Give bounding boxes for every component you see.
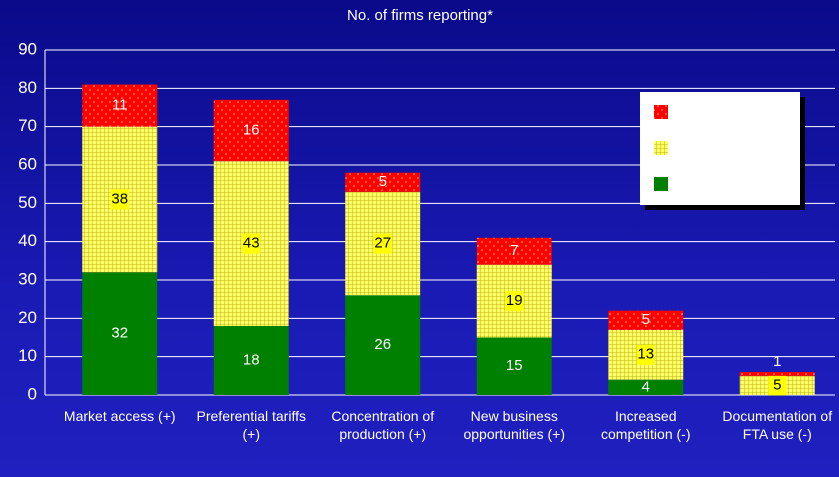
y-tick-label: 60 — [18, 154, 37, 173]
bar-segment — [476, 237, 552, 265]
bar-segment — [739, 372, 815, 376]
y-tick-label: 50 — [18, 193, 37, 212]
x-tick-label: Documentation of FTA use (-) — [722, 408, 833, 442]
data-label: 38 — [111, 190, 128, 207]
y-tick-label: 30 — [18, 269, 37, 288]
x-tick-label: Preferential tariffs (+) — [196, 408, 306, 442]
y-tick-label: 90 — [18, 39, 37, 58]
bar-segment — [345, 172, 421, 192]
x-tick-label: Market access (+) — [63, 408, 176, 424]
legend-label: Large — [672, 137, 721, 158]
y-tick-label: 80 — [18, 78, 37, 97]
label-box — [110, 189, 129, 210]
data-label: 32 — [111, 325, 128, 342]
label-box — [636, 344, 655, 365]
data-label: 13 — [637, 346, 654, 363]
bar-segment — [608, 379, 684, 395]
chart-title: No. of firms reporting* — [347, 7, 493, 24]
y-tick-label: 70 — [18, 116, 37, 135]
bar-segment — [213, 326, 289, 395]
bar-segment — [213, 99, 289, 162]
data-label: 26 — [374, 336, 391, 353]
data-label: 18 — [243, 351, 260, 368]
bar-segment — [345, 295, 421, 395]
label-box — [505, 291, 524, 312]
legend-swatch — [654, 141, 668, 155]
data-label: 11 — [112, 97, 128, 114]
bar-segment — [82, 84, 158, 127]
y-tick-label: 0 — [28, 384, 37, 403]
data-label: 15 — [506, 357, 523, 374]
y-tick-label: 40 — [18, 231, 37, 250]
legend-label: Giant — [672, 101, 718, 122]
data-label: 16 — [243, 121, 260, 138]
data-label: 43 — [243, 235, 260, 252]
bar-segment — [82, 272, 158, 395]
bar-segment — [476, 337, 552, 395]
label-box — [768, 375, 787, 396]
data-label: 5 — [642, 311, 650, 328]
x-tick-label: New business opportunities (+) — [463, 408, 566, 442]
x-tick-label: Increased competition (-) — [601, 408, 691, 442]
label-box — [242, 233, 261, 254]
data-label: 5 — [379, 173, 387, 190]
data-label: 7 — [510, 242, 518, 259]
data-label: 5 — [773, 376, 781, 393]
data-label: 4 — [642, 378, 650, 395]
data-label: 19 — [506, 292, 523, 309]
legend-swatch — [654, 105, 668, 119]
bar-segment — [608, 310, 684, 330]
data-label: 1 — [773, 353, 781, 370]
legend-label: SMEs — [672, 173, 723, 194]
data-label: 27 — [374, 235, 391, 252]
y-tick-label: 10 — [18, 346, 37, 365]
x-tick-label: Concentration of production (+) — [331, 408, 435, 442]
y-tick-label: 20 — [18, 308, 37, 327]
label-box — [373, 233, 392, 254]
legend-swatch — [654, 177, 668, 191]
